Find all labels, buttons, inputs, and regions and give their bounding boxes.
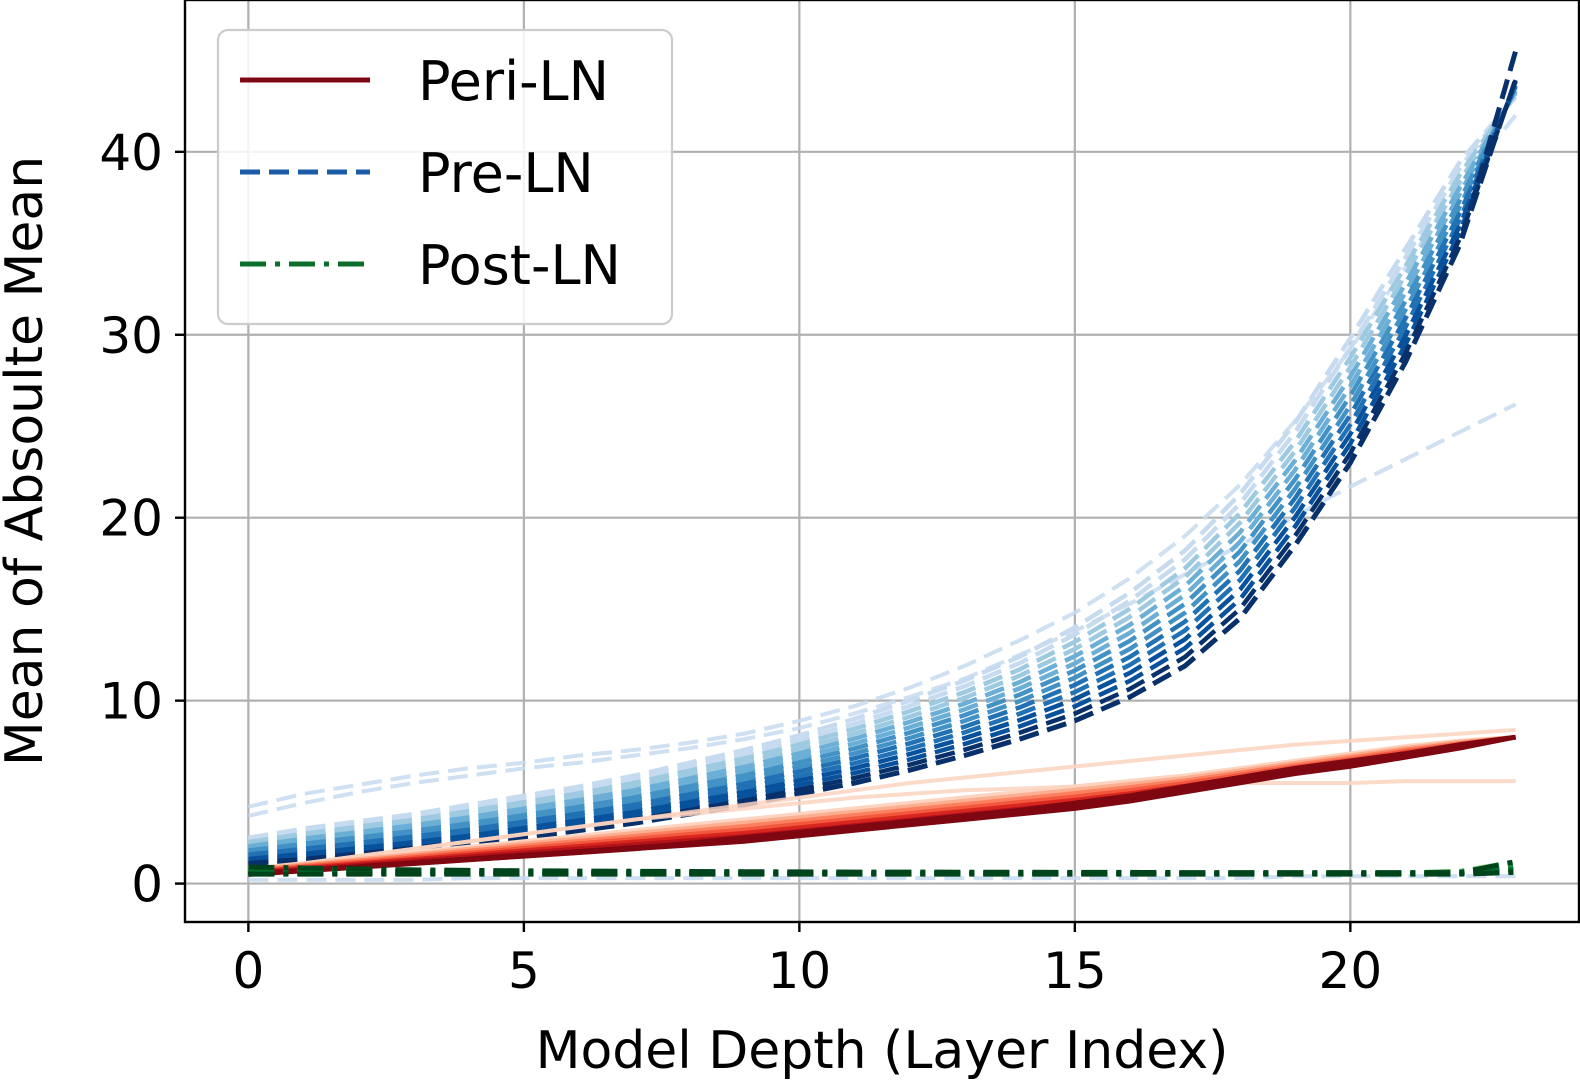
- y-tick-label: 10: [99, 673, 163, 731]
- legend-label-post-ln: Post-LN: [418, 234, 621, 297]
- series-line: [248, 91, 1518, 847]
- axis-ticks: 0 5 10 15 20 0 10 20 30 40: [99, 124, 1382, 1000]
- series-line: [248, 84, 1518, 857]
- axes-frame: [183, 0, 1580, 924]
- series-post-ln-group: [248, 859, 1517, 877]
- y-axis-label: Mean of Absoulte Mean: [0, 156, 55, 766]
- grid: [185, 0, 1579, 922]
- x-tick-label: 20: [1319, 942, 1383, 1000]
- x-axis-label: Model Depth (Layer Index): [536, 1021, 1229, 1081]
- series-peri-ln-group: [248, 727, 1517, 877]
- series-line: [248, 83, 1518, 860]
- y-tick-label: 20: [99, 490, 163, 548]
- series-line: [248, 80, 1518, 864]
- series-line: [248, 734, 1516, 877]
- y-tick-label: 40: [99, 124, 163, 182]
- series-line: [248, 88, 1518, 851]
- series-line: [248, 92, 1518, 845]
- series-line: [248, 874, 1516, 882]
- y-tick-label: 0: [131, 856, 163, 914]
- series-line: [248, 87, 1518, 853]
- series-pre-ln-group: [247, 50, 1519, 882]
- series-line: [248, 870, 1516, 877]
- series-line: [248, 94, 1518, 843]
- x-tick-label: 0: [232, 942, 264, 1000]
- legend-label-peri-ln: Peri-LN: [418, 50, 609, 113]
- x-tick-label: 10: [768, 942, 832, 1000]
- series-line: [247, 402, 1517, 818]
- series-line: [248, 82, 1518, 862]
- x-tick-label: 5: [508, 942, 540, 1000]
- legend: Peri-LN Pre-LN Post-LN: [216, 28, 674, 326]
- y-tick-label: 30: [99, 307, 163, 365]
- series-line: [248, 90, 1518, 849]
- series-line: [248, 779, 1516, 873]
- series-line: [248, 95, 1518, 841]
- plot-series: [247, 50, 1519, 882]
- legend-label-pre-ln: Pre-LN: [418, 142, 594, 205]
- x-tick-label: 15: [1043, 942, 1107, 1000]
- series-line: [248, 859, 1517, 876]
- series-line: [248, 86, 1518, 855]
- legend-frame: [216, 28, 674, 326]
